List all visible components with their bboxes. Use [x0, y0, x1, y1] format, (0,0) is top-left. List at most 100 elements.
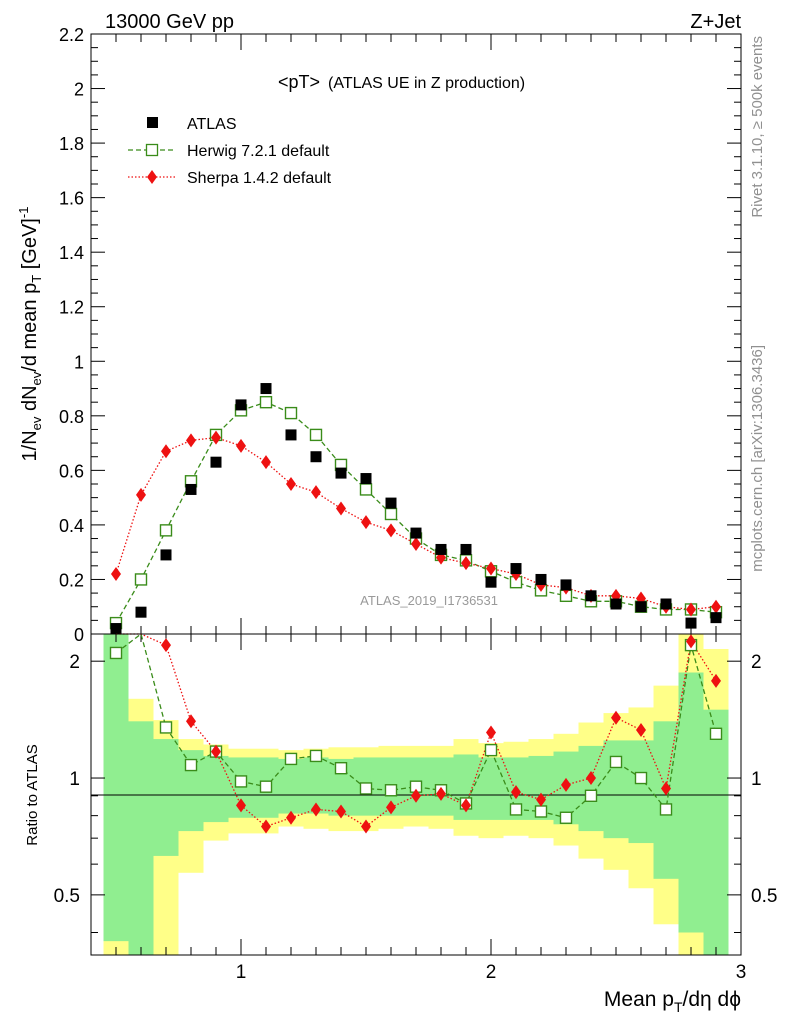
sherpa-ratio-point — [161, 638, 171, 653]
atlas-point — [285, 429, 297, 441]
ratio-y-tick-label-right: 0.5 — [751, 886, 777, 907]
sherpa-ratio-point — [386, 800, 396, 815]
herwig-point — [309, 428, 323, 442]
herwig-point — [134, 573, 148, 586]
legend-label-herwig: Herwig 7.2.1 default — [187, 143, 330, 160]
main-y-tick-label: 0.6 — [59, 461, 84, 481]
legend-marker-herwig — [145, 143, 159, 157]
sherpa-point — [186, 433, 196, 448]
ratio-frame — [90, 633, 742, 956]
x-tick-label: 2 — [486, 962, 497, 983]
herwig-ratio-point — [234, 775, 248, 788]
ratio-y-tick-label-left: 1 — [69, 769, 80, 790]
analysis-watermark: ATLAS_2019_I1736531 — [360, 593, 498, 608]
legend-marker-sherpa — [147, 170, 157, 184]
uncertainty-band-inner — [128, 721, 154, 955]
main-y-tick-label: 2 — [74, 80, 84, 100]
herwig-point — [284, 406, 298, 420]
atlas-point — [335, 467, 347, 479]
legend-label-sherpa: Sherpa 1.4.2 default — [187, 170, 332, 187]
main-y-tick-label: 0.8 — [59, 407, 84, 427]
atlas-point — [385, 497, 397, 509]
herwig-ratio-point — [609, 755, 623, 769]
atlas-point — [110, 623, 122, 635]
herwig-ratio-point — [184, 758, 198, 772]
header-right: Z+Jet — [690, 11, 741, 33]
legend-label-atlas: ATLAS — [187, 116, 237, 133]
sherpa-ratio-point — [536, 792, 546, 807]
herwig-ratio-point — [659, 803, 673, 816]
herwig-line — [115, 401, 717, 624]
atlas-point — [635, 601, 647, 613]
sherpa-ratio-point — [511, 785, 521, 800]
sherpa-ratio-point — [336, 804, 346, 819]
sherpa-ratio-point — [361, 819, 371, 834]
uncertainty-band-inner — [103, 634, 129, 942]
herwig-ratio-point — [159, 721, 173, 734]
rivet-version: Rivet 3.1.10, ≥ 500k events — [749, 36, 766, 218]
sherpa-point — [286, 477, 296, 491]
sherpa-ratio-point — [611, 710, 621, 725]
uncertainty-band-inner — [203, 755, 229, 823]
atlas-point — [435, 543, 447, 555]
atlas-point — [360, 473, 372, 485]
sherpa-point — [711, 599, 721, 614]
sherpa-ratio-point — [261, 819, 271, 834]
sherpa-point — [111, 567, 121, 581]
sherpa-point — [486, 561, 496, 576]
sherpa-ratio-point — [661, 781, 671, 796]
herwig-ratio-point — [509, 803, 523, 816]
legend-marker-atlas — [147, 117, 158, 128]
legend: ATLAS Herwig 7.2.1 default Sherpa 1.4.2 … — [128, 116, 332, 187]
herwig-ratio-point — [284, 752, 298, 766]
sherpa-line — [115, 436, 717, 611]
main-y-tick-label: 0.2 — [59, 570, 84, 590]
ratio-y-axis-label: Ratio to ATLAS — [24, 744, 41, 845]
atlas-point — [560, 579, 572, 591]
sherpa-point — [311, 485, 321, 500]
atlas-point — [185, 483, 197, 495]
main-y-tick-label: 1.8 — [59, 134, 84, 154]
ratio-y-tick-label-left: 0.5 — [54, 886, 80, 907]
uncertainty-band-inner — [153, 739, 179, 856]
sherpa-ratio-point — [486, 725, 496, 740]
herwig-ratio-point — [109, 646, 123, 660]
sherpa-ratio-point — [211, 744, 221, 759]
atlas-point — [210, 456, 222, 468]
uncertainty-band-inner — [603, 740, 629, 839]
main-y-tick-label: 1.4 — [59, 243, 84, 263]
ratio-y-tick-label-right: 1 — [751, 769, 762, 790]
main-series-layer — [109, 383, 723, 635]
mcplots-reference: mcplots.cern.ch [arXiv:1306.3436] — [749, 345, 766, 572]
ratio-y-tick-label-left: 2 — [69, 652, 80, 673]
herwig-ratio-point — [559, 811, 573, 824]
atlas-point — [310, 451, 322, 463]
uncertainty-band-inner — [278, 758, 304, 814]
sherpa-ratio-point — [561, 777, 571, 792]
main-y-axis-label: 1/Nev dNev/d mean pT [GeV]-1 — [16, 207, 44, 462]
atlas-point — [510, 563, 522, 575]
atlas-point — [460, 543, 472, 555]
herwig-ratio-point — [709, 727, 723, 741]
sherpa-point — [336, 501, 346, 516]
herwig-ratio-point — [334, 762, 348, 775]
sherpa-ratio-point — [636, 722, 646, 737]
ratio-axis-ticks: 0.5 0.5 1 1 2 2 1 2 3 — [54, 634, 777, 983]
herwig-point — [384, 507, 398, 521]
sherpa-ratio-point — [311, 802, 321, 817]
ratio-series-layer — [109, 632, 723, 834]
atlas-point — [660, 598, 672, 610]
sherpa-ratio-point — [236, 798, 246, 813]
atlas-point — [710, 612, 722, 624]
sherpa-ratio-point — [586, 771, 596, 786]
x-tick-label: 3 — [736, 962, 747, 983]
main-y-tick-label: 0.4 — [59, 516, 84, 536]
sherpa-point — [161, 444, 171, 459]
side-annotations: Rivet 3.1.10, ≥ 500k events mcplots.cern… — [749, 36, 766, 572]
ratio-panel: 0.5 0.5 1 1 2 2 1 2 3 Ratio to ATLAS Mean pT/dη … — [24, 632, 777, 1015]
main-y-tick-label: 1.2 — [59, 298, 84, 318]
uncertainty-band-inner — [678, 672, 704, 933]
sherpa-ratio-point — [686, 634, 696, 649]
main-panel: 0 0.2 0.4 0.6 0.8 1 1.2 1.4 1.6 1.8 2 2.2 <pT> (ATL… — [16, 25, 742, 645]
atlas-point — [610, 598, 622, 610]
